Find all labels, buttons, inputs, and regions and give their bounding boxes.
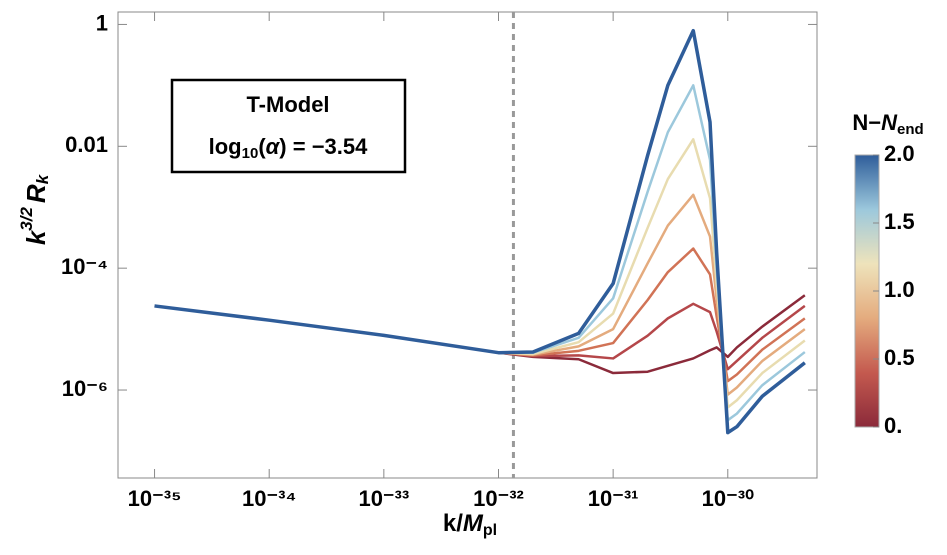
x-tick-label: 10⁻³⁴ xyxy=(242,486,296,511)
x-tick-label: 10⁻³³ xyxy=(358,486,409,511)
series-line xyxy=(154,28,806,435)
series-line xyxy=(154,247,806,383)
x-tick-label: 10⁻³¹ xyxy=(588,486,639,511)
colorbar-tick-label: 0. xyxy=(884,413,902,438)
colorbar-tick-label: 0.5 xyxy=(884,345,915,370)
colorbar-tick-label: 1.0 xyxy=(884,277,915,302)
annotation-text: log10(α) = −3.54 xyxy=(209,134,369,162)
series-line xyxy=(154,302,806,371)
y-tick-label: 10⁻⁴ xyxy=(61,254,108,279)
y-tick-label: 1 xyxy=(96,10,108,35)
legend-box xyxy=(170,78,407,174)
x-axis-label: k/Mpl xyxy=(443,510,497,539)
series-line xyxy=(154,294,806,375)
plot-frame xyxy=(117,11,818,479)
series-line xyxy=(154,193,806,396)
y-tick-label: 0.01 xyxy=(65,132,108,157)
y-tick-label: 10⁻⁶ xyxy=(62,376,108,401)
colorbar-tick-label: 1.5 xyxy=(884,209,915,234)
x-tick-label: 10⁻³⁰ xyxy=(702,486,754,511)
colorbar-title: N−Nend xyxy=(852,110,923,138)
annotation-title: T-Model xyxy=(246,92,329,117)
y-axis-label: k3/2Rk xyxy=(17,173,52,245)
x-tick-label: 10⁻³⁵ xyxy=(128,486,182,511)
x-tick-label: 10⁻³² xyxy=(473,486,524,511)
colorbar-tick-label: 2.0 xyxy=(884,141,915,166)
series-line xyxy=(154,138,806,409)
